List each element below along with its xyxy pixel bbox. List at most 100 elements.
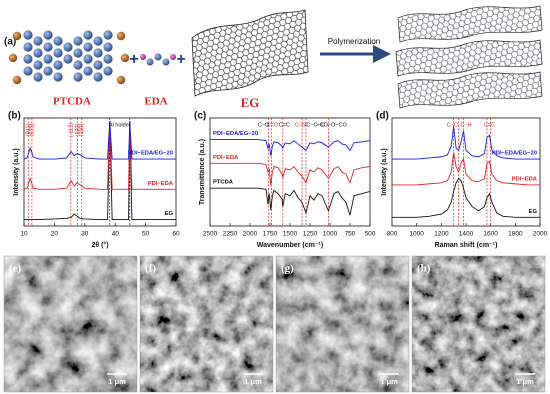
x-tick-label: 500 [365,231,376,238]
x-tick-label: 40 [112,231,120,238]
series-label: PDI−EDA [213,155,239,161]
sem-image [276,256,409,392]
annotation: C−O [258,122,270,128]
sem-images: (e) 1 μm (f) 1 μm (g) 1 μm (h) 1 μm [3,255,546,393]
molecule-label: EG [241,95,260,110]
carbon-atom [33,60,43,70]
annotation: CO−O−CO [320,122,348,128]
series-line [210,162,370,186]
x-tick-label: 1400 [459,231,474,238]
eda-atom [140,54,146,60]
carbon-atom [83,66,93,76]
series-label: PDI−EDA [148,181,174,187]
series-line [392,126,540,160]
molecule-label: PTCDA [53,96,91,108]
carbon-atom [73,48,83,58]
carbon-atom [43,30,53,40]
carbon-atom [73,36,83,46]
oxygen-atom [12,31,22,41]
annotation: (021) [29,123,35,136]
series-label: EG [165,211,174,217]
sem-image [412,256,545,392]
sem-image [140,256,273,392]
x-tick-label: 800 [387,231,398,238]
series-label: PDI−EDA/EG−20 [213,131,258,137]
eda-molecule [140,53,176,66]
carbon-atom [53,72,63,82]
sem-border [139,255,274,393]
series-line [24,121,176,160]
arrow-label: Polymerization [328,37,380,46]
carbon-atom [73,60,83,70]
series-line [392,177,540,218]
x-tick-label: 1600 [483,231,498,238]
x-tick-label: 1750 [263,231,278,238]
annotation: (110) [79,124,85,137]
carbon-atom [23,30,33,40]
sem-border [411,255,546,393]
annotation: Al holder [109,122,131,128]
panel-label: (h) [417,263,431,275]
annotation: (102) [75,123,81,136]
x-tick-label: 1200 [434,231,449,238]
y-axis-label: Intensity (a.u.) [381,148,388,195]
series-line [24,121,176,220]
annotation: C−O−C [306,122,325,128]
x-tick-label: 1000 [409,231,424,238]
carbon-atom [53,60,63,70]
carbon-atom [33,36,43,46]
scale-label: 1 μm [380,377,398,386]
carbon-atom [23,42,33,52]
carbon-atom [53,48,63,58]
x-tick-label: 2500 [203,231,218,238]
annotation: (011) [26,124,32,137]
oxygen-atom [116,31,126,41]
ptcda-molecule [8,30,130,85]
series-label: PDI−EDA/EG−20 [492,151,537,157]
carbon-atom [103,66,113,76]
x-tick-label: 1500 [283,231,298,238]
oxygen-atom [8,53,18,63]
x-tick-label: 50 [142,231,150,238]
panel-label: (f) [145,263,156,275]
carbon-atom [63,54,73,64]
carbon-atom [43,54,53,64]
series-line [210,187,370,216]
carbon-atom [53,36,63,46]
x-axis-label: 2θ (°) [91,241,108,249]
x-tick-label: 1000 [323,231,338,238]
eda-atom [146,58,154,66]
sem-border [3,255,138,393]
scale-label: 1 μm [244,377,262,386]
carbon-atom [83,30,93,40]
eda-atom [162,58,170,66]
carbon-atom [103,54,113,64]
series-line [210,139,370,156]
carbon-atom [93,48,103,58]
annotation: C−N [295,122,306,128]
carbon-atom [93,60,103,70]
x-tick-label: 1800 [508,231,523,238]
carbon-atom [83,54,93,64]
carbon-atom [43,42,53,52]
y-axis-label: Intensity (a.u.) [13,148,20,195]
x-tick-label: 30 [81,231,89,238]
oxygen-atom [120,53,130,63]
plot-frame [23,117,177,227]
panel-label: (c) [194,111,206,122]
panel-label: (b) [8,111,21,122]
charts: (b) Intensity (a.u.) 2θ (°) 10 20 30 40 50 60 EG P… [8,111,548,249]
composite-sheet [397,5,543,43]
carbon-atom [83,42,93,52]
eda-atom [154,53,162,61]
x-tick-label: 60 [172,231,180,238]
x-tick-label: 2000 [243,231,258,238]
composite-sheet [395,39,543,77]
scale-label: 1 μm [108,377,126,386]
annotation: (-112) [68,123,74,137]
plus-sign: + [129,51,138,68]
series-label: PTCDA [213,180,234,186]
x-tick-label: 2250 [223,231,238,238]
panel-label: (e) [9,263,22,275]
